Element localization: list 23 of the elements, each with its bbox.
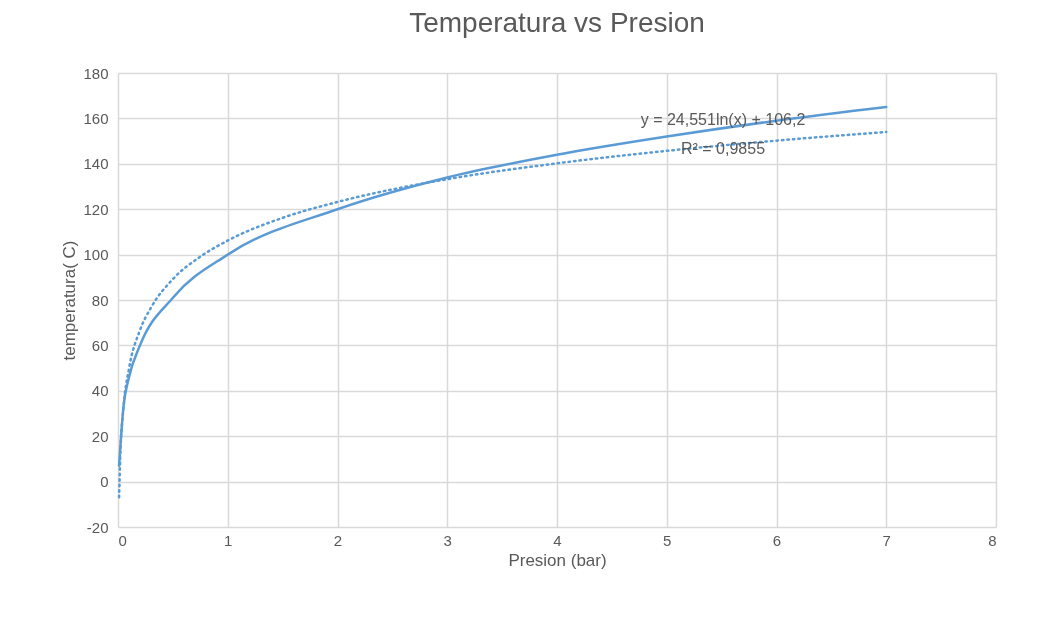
y-tick-label: 100 <box>83 246 109 264</box>
chart-title: Temperatura vs Presion <box>409 7 705 38</box>
x-tick-label: 0 <box>118 531 127 549</box>
y-tick-label: 40 <box>91 382 109 400</box>
y-tick-label: 20 <box>91 427 109 445</box>
x-tick-label: 1 <box>224 531 233 549</box>
x-tick-label: 8 <box>988 531 997 549</box>
x-axis-title: Presion (bar) <box>508 550 607 570</box>
y-tick-label: 180 <box>83 64 109 82</box>
x-tick-label: 2 <box>333 531 343 549</box>
y-tick-label: 0 <box>100 473 109 491</box>
x-tick-label: 6 <box>772 531 782 549</box>
y-tick-label: 160 <box>83 109 109 127</box>
y-tick-label: -20 <box>86 518 109 536</box>
x-tick-label: 5 <box>663 531 672 549</box>
y-tick-label: 140 <box>83 155 109 173</box>
x-tick-label: 4 <box>553 531 562 549</box>
y-tick-label: 60 <box>91 336 109 354</box>
y-tick-label: 120 <box>83 200 109 218</box>
x-tick-label: 7 <box>882 531 891 549</box>
x-tick-label: 3 <box>443 531 452 549</box>
y-axis-title: temperatura( C) <box>60 240 80 361</box>
y-tick-label: 80 <box>91 291 109 309</box>
